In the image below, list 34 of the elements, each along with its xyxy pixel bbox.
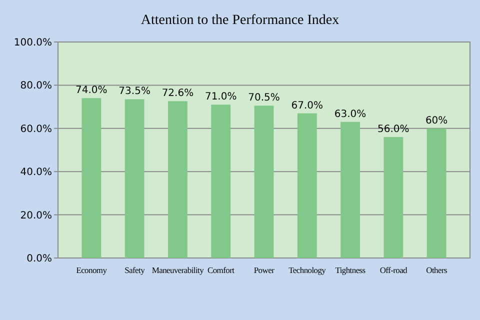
y-tick-label: 100.0% — [14, 38, 52, 48]
y-tick-label: 20.0% — [20, 210, 52, 222]
y-tick-label: 40.0% — [20, 167, 52, 178]
data-label: 73.5% — [118, 86, 150, 98]
bar — [384, 137, 404, 258]
bar — [82, 98, 102, 258]
bar — [168, 101, 188, 258]
x-tick-label: Tightness — [335, 265, 366, 275]
y-tick-label: 60.0% — [20, 124, 52, 135]
data-label: 70.5% — [248, 92, 280, 104]
chart-title: Attention to the Performance Index — [140, 13, 340, 28]
bar — [254, 106, 274, 258]
x-tick-label: Maneuverability — [152, 265, 205, 275]
x-tick-label: Safety — [124, 265, 146, 275]
data-label: 67.0% — [291, 100, 324, 112]
y-tick-label: 0.0% — [26, 254, 52, 264]
bar — [297, 113, 317, 258]
bar — [340, 122, 360, 258]
x-tick-label: Others — [426, 265, 448, 275]
x-tick-label: Economy — [76, 265, 108, 275]
data-label: 63.0% — [334, 108, 366, 120]
bar — [426, 128, 446, 258]
x-tick-label: Comfort — [208, 265, 236, 275]
data-label: 56.0% — [378, 124, 410, 136]
x-tick-label: Power — [254, 265, 275, 275]
y-tick-label: 80.0% — [20, 80, 52, 92]
data-label: 71.0% — [204, 92, 237, 103]
data-label: 74.0% — [76, 85, 108, 96]
x-tick-label: Technology — [288, 265, 327, 275]
bar — [124, 99, 144, 258]
x-tick-label: Off-road — [380, 265, 408, 275]
data-label: 72.6% — [162, 88, 194, 100]
bar — [211, 104, 231, 258]
data-label: 60% — [425, 115, 448, 126]
